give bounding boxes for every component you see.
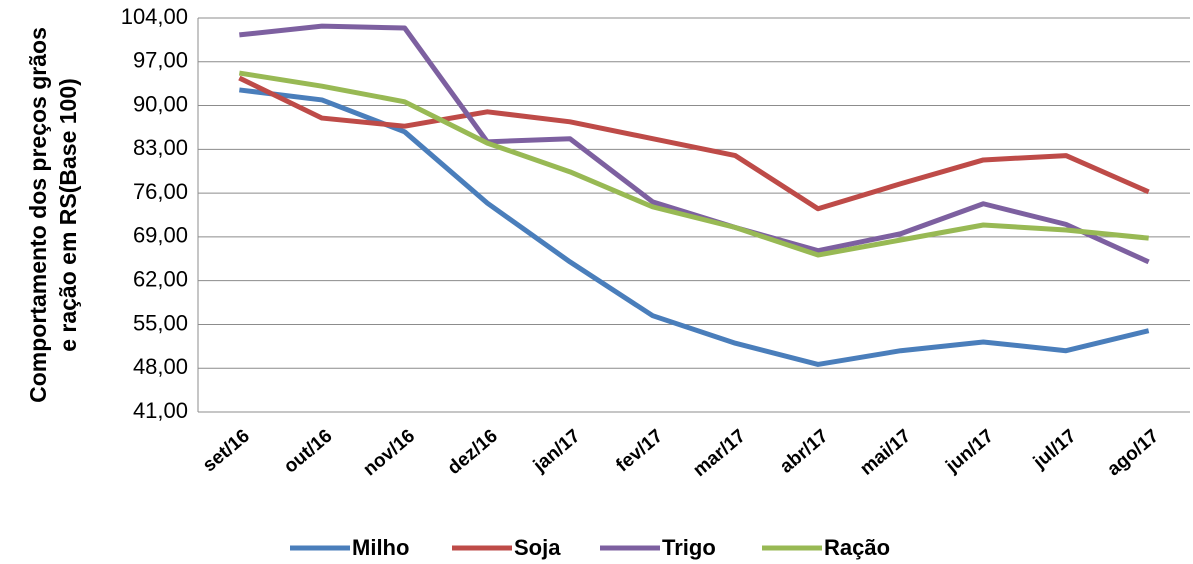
x-tick-label: mai/17 bbox=[856, 426, 915, 480]
x-tick-label: ago/17 bbox=[1103, 426, 1163, 481]
x-tick-label: fev/17 bbox=[612, 426, 667, 477]
series-line bbox=[238, 75, 1150, 212]
y-tick-label: 69,00 bbox=[133, 223, 188, 248]
x-tick-label: set/16 bbox=[199, 426, 254, 477]
y-tick-label: 90,00 bbox=[133, 91, 188, 116]
series-line bbox=[238, 70, 1149, 258]
y-axis-title-line: e ração em RS(Base 100) bbox=[55, 78, 81, 352]
y-tick-label: 76,00 bbox=[133, 179, 188, 204]
x-tick-label: jan/17 bbox=[529, 426, 585, 477]
y-tick-label: 83,00 bbox=[133, 135, 188, 160]
y-tick-label: 41,00 bbox=[133, 398, 188, 423]
x-tick-label: jun/17 bbox=[941, 426, 997, 478]
x-tick-label: mar/17 bbox=[689, 426, 749, 481]
x-tick-label: jul/17 bbox=[1029, 426, 1080, 474]
x-tick-label: abr/17 bbox=[776, 426, 832, 478]
legend-label: Soja bbox=[514, 535, 561, 560]
legend-label: Ração bbox=[824, 535, 890, 560]
y-tick-label: 104,00 bbox=[121, 4, 188, 29]
x-tick-label: nov/16 bbox=[359, 426, 419, 481]
legend-label: Milho bbox=[352, 535, 409, 560]
y-axis-title: Comportamento dos preços grãos e ração e… bbox=[25, 27, 81, 403]
x-tick-label: out/16 bbox=[280, 426, 336, 478]
y-tick-label: 97,00 bbox=[133, 48, 188, 73]
y-tick-label: 55,00 bbox=[133, 310, 188, 335]
y-tick-label: 62,00 bbox=[133, 266, 188, 291]
y-tick-label: 48,00 bbox=[133, 354, 188, 379]
y-axis-title-line: Comportamento dos preços grãos bbox=[25, 27, 51, 403]
legend-label: Trigo bbox=[662, 535, 716, 560]
x-tick-label: dez/16 bbox=[444, 426, 502, 479]
